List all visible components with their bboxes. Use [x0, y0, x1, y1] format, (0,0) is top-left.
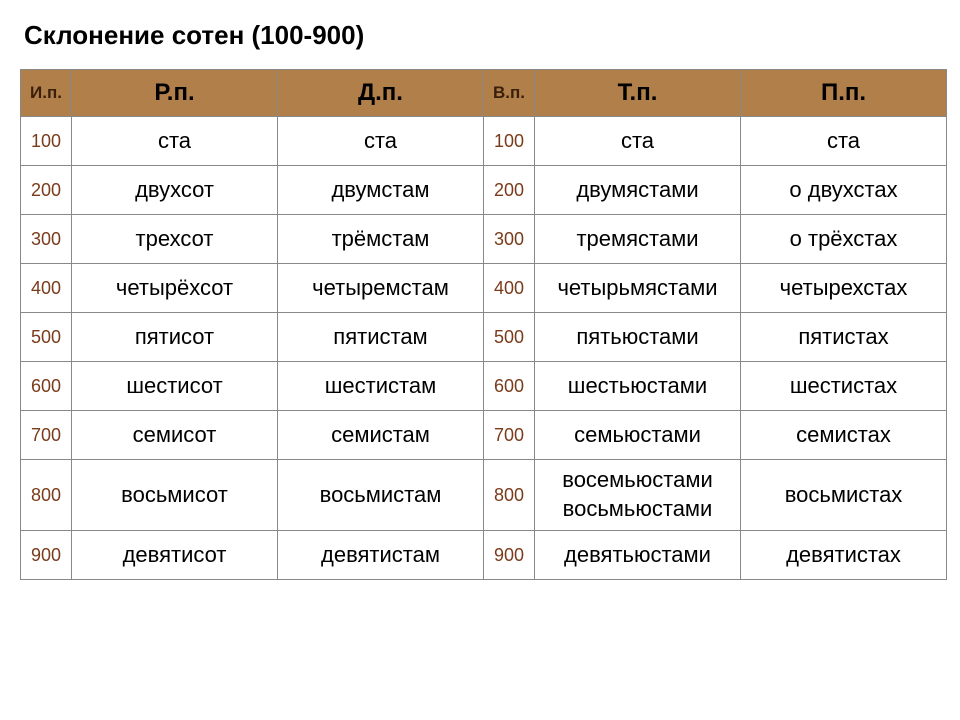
cell-ip-num: 400: [21, 264, 72, 313]
cell-vp-num: 500: [484, 313, 535, 362]
cell-rp: четырёхсот: [72, 264, 278, 313]
table-body: 100стаста100стаста200двухсотдвумстам200д…: [21, 117, 947, 580]
table-row: 700семисотсемистам700семьюстамисемистах: [21, 411, 947, 460]
header-rp: Р.п.: [72, 70, 278, 117]
cell-ip-num: 300: [21, 215, 72, 264]
header-dp: Д.п.: [278, 70, 484, 117]
cell-rp: шестисот: [72, 362, 278, 411]
cell-tp: двумястами: [535, 166, 741, 215]
cell-rp: двухсот: [72, 166, 278, 215]
table-row: 400четырёхсотчетыремстам400четырьмястами…: [21, 264, 947, 313]
cell-rp: девятисот: [72, 531, 278, 580]
cell-ip-num: 900: [21, 531, 72, 580]
cell-ip-num: 800: [21, 460, 72, 531]
cell-dp: четыремстам: [278, 264, 484, 313]
cell-dp: двумстам: [278, 166, 484, 215]
cell-pp: девятистах: [741, 531, 947, 580]
cell-vp-num: 200: [484, 166, 535, 215]
cell-vp-num: 700: [484, 411, 535, 460]
cell-pp: четырехстах: [741, 264, 947, 313]
header-vp: В.п.: [484, 70, 535, 117]
cell-vp-num: 400: [484, 264, 535, 313]
cell-tp: четырьмястами: [535, 264, 741, 313]
cell-vp-num: 100: [484, 117, 535, 166]
cell-dp: семистам: [278, 411, 484, 460]
cell-ip-num: 600: [21, 362, 72, 411]
cell-tp: ста: [535, 117, 741, 166]
cell-tp: пятьюстами: [535, 313, 741, 362]
cell-pp: шестистах: [741, 362, 947, 411]
cell-ip-num: 500: [21, 313, 72, 362]
cell-line: восьмьюстами: [535, 495, 740, 524]
table-row: 800восьмисотвосьмистам800восемьюстамивос…: [21, 460, 947, 531]
cell-vp-num: 800: [484, 460, 535, 531]
table-row: 300трехсоттрёмстам300тремястамио трёхста…: [21, 215, 947, 264]
table-row: 100стаста100стаста: [21, 117, 947, 166]
table-row: 500пятисотпятистам500пятьюстамипятистах: [21, 313, 947, 362]
cell-tp: восемьюстамивосьмьюстами: [535, 460, 741, 531]
cell-pp: пятистах: [741, 313, 947, 362]
cell-rp: трехсот: [72, 215, 278, 264]
cell-dp: ста: [278, 117, 484, 166]
cell-ip-num: 200: [21, 166, 72, 215]
cell-pp: семистах: [741, 411, 947, 460]
cell-tp: девятьюстами: [535, 531, 741, 580]
page-title: Склонение сотен (100-900): [20, 20, 940, 51]
table-row: 900девятисотдевятистам900девятьюстамидев…: [21, 531, 947, 580]
cell-vp-num: 300: [484, 215, 535, 264]
cell-rp: восьмисот: [72, 460, 278, 531]
header-row: И.п. Р.п. Д.п. В.п. Т.п. П.п.: [21, 70, 947, 117]
cell-dp: восьмистам: [278, 460, 484, 531]
cell-vp-num: 600: [484, 362, 535, 411]
cell-pp: о двухстах: [741, 166, 947, 215]
table-row: 200двухсотдвумстам200двумястамио двухста…: [21, 166, 947, 215]
declension-table: И.п. Р.п. Д.п. В.п. Т.п. П.п. 100стаста1…: [20, 69, 947, 580]
cell-tp: шестьюстами: [535, 362, 741, 411]
header-ip: И.п.: [21, 70, 72, 117]
cell-dp: шестистам: [278, 362, 484, 411]
cell-vp-num: 900: [484, 531, 535, 580]
cell-rp: семисот: [72, 411, 278, 460]
cell-pp: ста: [741, 117, 947, 166]
cell-ip-num: 100: [21, 117, 72, 166]
cell-rp: пятисот: [72, 313, 278, 362]
cell-dp: трёмстам: [278, 215, 484, 264]
header-pp: П.п.: [741, 70, 947, 117]
cell-dp: девятистам: [278, 531, 484, 580]
cell-ip-num: 700: [21, 411, 72, 460]
cell-pp: восьмистах: [741, 460, 947, 531]
cell-tp: тремястами: [535, 215, 741, 264]
cell-line: восемьюстами: [535, 466, 740, 495]
cell-pp: о трёхстах: [741, 215, 947, 264]
cell-rp: ста: [72, 117, 278, 166]
cell-tp: семьюстами: [535, 411, 741, 460]
table-row: 600шестисотшестистам600шестьюстамишестис…: [21, 362, 947, 411]
header-tp: Т.п.: [535, 70, 741, 117]
cell-dp: пятистам: [278, 313, 484, 362]
